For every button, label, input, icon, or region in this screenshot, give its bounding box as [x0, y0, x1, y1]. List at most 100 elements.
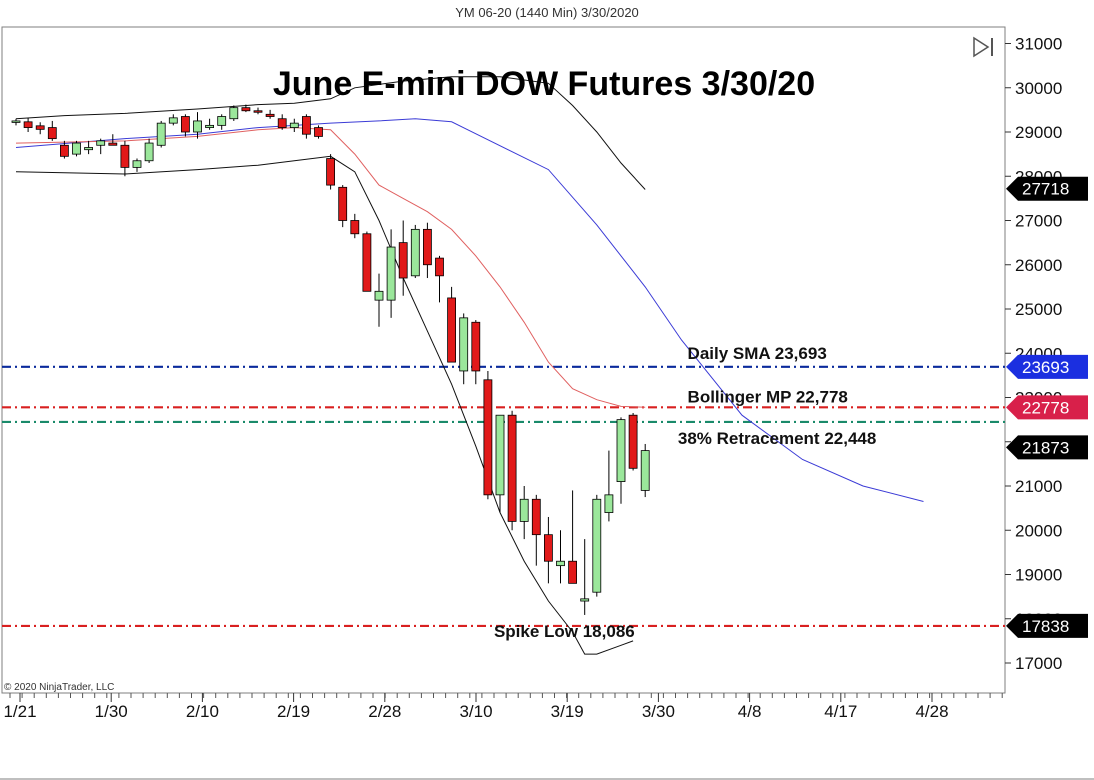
- candle-body-up: [640, 450, 650, 491]
- candle-body-up: [519, 498, 529, 522]
- candle-body-down: [447, 297, 457, 363]
- candle-body-up: [580, 598, 590, 602]
- candle: [60, 140, 69, 159]
- y-tick-label: 27000: [1015, 212, 1062, 231]
- candle-body-down: [301, 116, 311, 135]
- candle-body-up: [156, 122, 166, 146]
- candle: [386, 229, 396, 318]
- candle: [459, 313, 469, 385]
- candle: [544, 516, 553, 584]
- candle: [362, 231, 372, 292]
- annotation-label: 38% Retracement 22,448: [678, 429, 876, 448]
- candle-body-down: [471, 321, 481, 372]
- candle-body-up: [410, 228, 420, 277]
- candle: [338, 185, 348, 228]
- candle-body-down: [435, 257, 444, 277]
- chart-header-title: YM 06-20 (1440 Min) 3/30/2020: [455, 5, 639, 20]
- chart-title: June E-mini DOW Futures 3/30/20: [273, 65, 815, 103]
- candle: [47, 120, 57, 141]
- candle-body-up: [289, 122, 299, 128]
- candle: [265, 109, 275, 119]
- scroll-to-end-icon[interactable]: [973, 36, 993, 58]
- candle-body-down: [326, 158, 336, 186]
- candle-body-up: [495, 414, 505, 496]
- candle: [592, 494, 602, 597]
- candle-body-down: [338, 186, 348, 221]
- x-tick-label: 1/30: [95, 702, 128, 721]
- series-bollinger-mid: [15, 127, 646, 408]
- x-tick-label: 4/8: [738, 702, 762, 721]
- candle: [120, 140, 130, 177]
- candle: [229, 105, 239, 121]
- candles: [11, 104, 650, 615]
- candle: [495, 414, 505, 513]
- candle-body-up: [193, 120, 202, 133]
- candle: [96, 138, 106, 155]
- candle-body-down: [277, 118, 287, 128]
- price-badge-shape: [1006, 435, 1088, 460]
- candle: [132, 158, 142, 172]
- x-tick-label: 2/28: [368, 702, 401, 721]
- y-tick-label: 31000: [1015, 35, 1062, 54]
- candle: [483, 370, 493, 500]
- candle-body-down: [568, 560, 577, 584]
- price-badges: 27718 23693 22778 21873 17838: [1006, 176, 1088, 638]
- price-axis: 1700018000190002000021000220002300024000…: [1005, 35, 1062, 673]
- series-bollinger-lower: [15, 155, 634, 655]
- candle: [519, 486, 529, 540]
- price-badge-label: 27718: [1022, 180, 1069, 199]
- candle-body-down: [120, 144, 130, 168]
- candle: [435, 255, 444, 303]
- candle-body-down: [180, 116, 190, 133]
- candle: [568, 490, 577, 584]
- candle: [314, 125, 323, 139]
- candle: [350, 213, 360, 239]
- candle: [507, 410, 517, 531]
- candle: [72, 140, 81, 157]
- candle: [217, 114, 227, 130]
- candle-body-down: [507, 414, 517, 522]
- price-badge: 17838: [1006, 613, 1088, 638]
- candle: [301, 114, 311, 139]
- candle: [253, 107, 263, 115]
- price-badge-label: 17838: [1022, 617, 1069, 636]
- x-tick-label: 4/17: [824, 702, 857, 721]
- candle: [168, 114, 178, 126]
- candle-body-down: [60, 144, 69, 157]
- candle-body-up: [205, 124, 215, 128]
- plot-frame: [1, 26, 1006, 694]
- candle: [156, 120, 166, 148]
- candle: [410, 224, 420, 279]
- y-tick-label: 26000: [1015, 256, 1062, 275]
- candle-body-up: [11, 120, 21, 123]
- candle-body-down: [362, 233, 372, 292]
- candle: [422, 222, 432, 279]
- candle: [616, 417, 626, 504]
- candle-body-down: [253, 110, 263, 113]
- candle-body-down: [628, 414, 638, 469]
- candle-body-up: [459, 317, 469, 372]
- candle: [628, 412, 638, 471]
- price-badge-shape: [1006, 354, 1088, 379]
- candle: [277, 114, 287, 130]
- price-badge: 23693: [1006, 354, 1088, 379]
- candle-body-up: [72, 142, 81, 155]
- candle: [84, 140, 93, 155]
- candle-body-up: [374, 290, 384, 301]
- candle-body-down: [108, 142, 118, 146]
- candle: [531, 494, 541, 566]
- candle-body-down: [531, 498, 541, 536]
- candle-body-down: [265, 113, 275, 117]
- candle-body-up: [217, 116, 227, 126]
- candle-body-down: [35, 125, 45, 130]
- candle-body-up: [168, 117, 178, 124]
- candle-body-up: [592, 498, 602, 593]
- candle-body-up: [386, 246, 396, 301]
- price-badge-label: 22778: [1022, 398, 1069, 417]
- candle: [11, 118, 21, 126]
- series-bollinger-upper: [15, 76, 646, 190]
- annotation-label: Bollinger MP 22,778: [688, 387, 848, 406]
- candle: [35, 122, 45, 135]
- candle-body-down: [241, 107, 251, 112]
